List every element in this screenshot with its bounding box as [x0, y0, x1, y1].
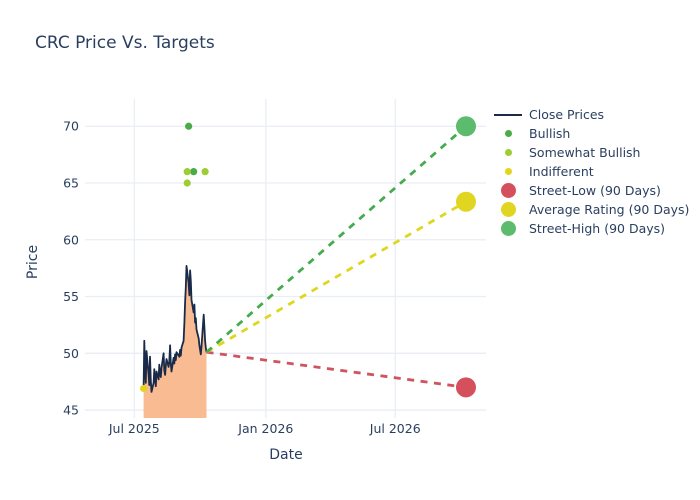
close-price-area — [143, 265, 207, 418]
legend-item-average-rating[interactable]: Average Rating (90 Days) — [493, 200, 689, 219]
y-tick-label: 55 — [63, 289, 79, 304]
legend-item-indifferent[interactable]: Indifferent — [493, 162, 689, 181]
legend-swatch-street-low — [493, 183, 523, 198]
legend-label-street-high: Street-High (90 Days) — [529, 221, 666, 236]
y-tick-label: 50 — [63, 346, 79, 361]
legend-label-street-low: Street-Low (90 Days) — [529, 183, 661, 198]
legend-item-street-low[interactable]: Street-Low (90 Days) — [493, 181, 689, 200]
legend-swatch-bullish — [493, 130, 523, 137]
legend-swatch-average-rating — [493, 202, 523, 217]
x-axis-title: Date — [269, 447, 303, 463]
legend-swatch-indifferent — [493, 168, 523, 175]
legend-item-close-prices[interactable]: Close Prices — [493, 105, 689, 124]
legend-label-average-rating: Average Rating (90 Days) — [529, 202, 690, 217]
y-tick-label: 65 — [63, 176, 79, 191]
legend: Close Prices Bullish Somewhat Bullish Indif… — [493, 105, 689, 238]
target-marker-average-rating[interactable] — [455, 191, 476, 212]
chart-title: CRC Price Vs. Targets — [35, 33, 215, 53]
street-high-marker-icon — [500, 221, 516, 236]
legend-item-somewhat-bullish[interactable]: Somewhat Bullish — [493, 143, 689, 162]
y-tick-label: 70 — [63, 119, 79, 134]
rating-dot-bullish[interactable] — [185, 122, 193, 130]
legend-label-indifferent: Indifferent — [529, 164, 594, 179]
rating-dot-indifferent[interactable] — [140, 384, 148, 393]
x-tick-label: Jul 2026 — [369, 421, 421, 436]
forecast-line-street-high — [205, 125, 467, 354]
rating-dot-somewhat-bullish[interactable] — [201, 168, 209, 176]
legend-swatch-close-prices — [493, 113, 523, 116]
legend-swatch-street-high — [493, 221, 523, 236]
rating-dot-somewhat-bullish[interactable] — [183, 168, 191, 176]
close-prices-line-sample — [494, 113, 522, 116]
legend-item-street-high[interactable]: Street-High (90 Days) — [493, 219, 689, 238]
forecast-line-street-low — [206, 350, 467, 389]
average-rating-marker-icon — [500, 202, 516, 217]
legend-item-bullish[interactable]: Bullish — [493, 124, 689, 143]
x-tick-label: Jan 2026 — [237, 421, 293, 436]
legend-label-close-prices: Close Prices — [529, 107, 605, 122]
close-price-line[interactable] — [142, 264, 208, 393]
legend-label-somewhat-bullish: Somewhat Bullish — [529, 145, 641, 160]
rating-dot-bullish[interactable] — [190, 168, 198, 176]
street-low-marker-icon — [500, 183, 516, 198]
legend-swatch-somewhat-bullish — [493, 149, 523, 156]
y-tick-label: 60 — [63, 232, 79, 247]
target-marker-street-high[interactable] — [455, 116, 476, 137]
target-marker-street-low[interactable] — [455, 377, 476, 398]
rating-dot-somewhat-bullish[interactable] — [183, 179, 191, 187]
y-tick-label: 45 — [63, 403, 79, 418]
somewhat-bullish-marker-icon — [504, 149, 512, 156]
forecast-line-average-rating — [205, 200, 467, 354]
legend-label-bullish: Bullish — [529, 126, 571, 141]
bullish-marker-icon — [504, 130, 512, 137]
indifferent-marker-icon — [504, 168, 512, 175]
x-tick-label: Jul 2025 — [108, 421, 160, 436]
